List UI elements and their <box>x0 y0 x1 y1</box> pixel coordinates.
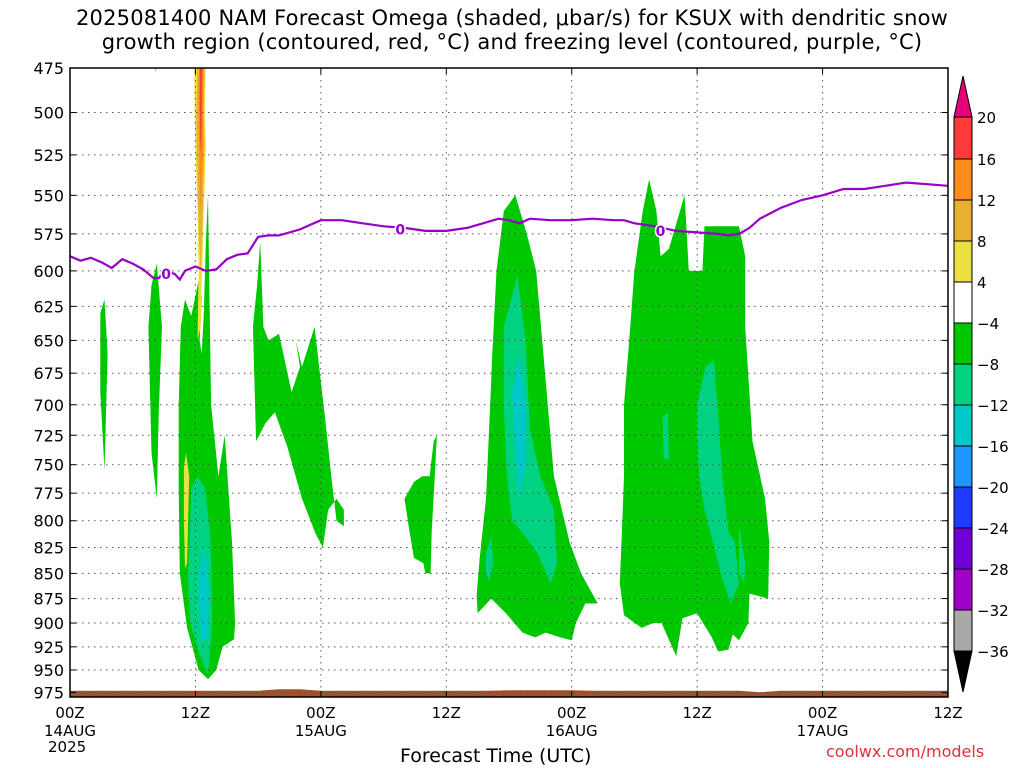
omega-region-1 <box>148 263 162 499</box>
colorbar-segment-5 <box>953 322 973 365</box>
colorbar-top-triangle <box>953 75 973 118</box>
y-tick-label-8: 675 <box>33 364 64 383</box>
colorbar-bottom-triangle <box>953 650 973 693</box>
x-tick-sublabel-4: 16AUG <box>546 722 598 740</box>
omega-region-9 <box>486 536 494 582</box>
colorbar-tick-label-6: −8 <box>977 356 999 374</box>
y-tick-label-9: 700 <box>33 396 64 415</box>
chart-title-line-1: 2025081400 NAM Forecast Omega (shaded, μ… <box>75 6 949 30</box>
colorbar-segment-9 <box>953 486 973 529</box>
colorbar-segment-10 <box>953 527 973 570</box>
plot-area: 0 0 0 475 500 525 550 575 600 625 650 675 700 725 750 7… <box>33 59 962 740</box>
y-tick-label-14: 825 <box>33 538 64 557</box>
omega-region-16 <box>183 453 190 569</box>
colorbar-tick-label-5: −4 <box>977 315 999 333</box>
y-tick-label-15: 850 <box>33 564 64 583</box>
colorbar-tick-label-3: 8 <box>977 233 987 251</box>
omega-region-4 <box>404 435 437 574</box>
x-tick-label-6: 00Z <box>808 704 837 722</box>
x-tick-sublabel-2: 15AUG <box>295 722 347 740</box>
y-tick-label-11: 750 <box>33 456 64 475</box>
colorbar-segment-2 <box>953 199 973 242</box>
omega-region-12 <box>739 526 746 584</box>
colorbar-segment-4 <box>953 281 973 324</box>
y-tick-label-13: 800 <box>33 512 64 531</box>
colorbar-segment-6 <box>953 363 973 406</box>
colorbar-tick-label-2: 12 <box>977 192 996 210</box>
y-tick-label-10: 725 <box>33 426 64 445</box>
colorbar-tick-label-7: −12 <box>977 397 1009 415</box>
freezing-level-line <box>70 181 948 282</box>
colorbar-tick-label-0: 20 <box>977 109 996 127</box>
x-tick-sublabel-6: 17AUG <box>797 722 849 740</box>
omega-region-20 <box>155 68 157 72</box>
freezing-level-label-0: 0 <box>161 267 171 283</box>
colorbar-segment-0 <box>953 116 973 160</box>
y-tick-label-1: 500 <box>33 104 64 123</box>
colorbar: 20 16 12 8 4 −4 −8 −12 −16 −20 −24 −28 −32 −36 <box>953 75 1009 693</box>
chart-title: 2025081400 NAM Forecast Omega (shaded, μ… <box>0 6 1024 54</box>
x-tick-label-3: 12Z <box>432 704 461 722</box>
x-tick-sublabel-0: 14AUG <box>44 722 96 740</box>
chart-title-line-2: growth region (contoured, red, °C) and f… <box>101 30 923 54</box>
x-tick-label-4: 00Z <box>557 704 586 722</box>
colorbar-tick-label-4: 4 <box>977 274 987 292</box>
colorbar-segment-7 <box>953 404 973 447</box>
omega-region-13 <box>512 353 526 499</box>
x-tick-label-2: 00Z <box>306 704 335 722</box>
y-tick-label-12: 775 <box>33 484 64 503</box>
colorbar-segment-11 <box>953 568 973 611</box>
colorbar-segment-12 <box>953 609 973 652</box>
x-axis-title: Forecast Time (UTC) <box>400 745 592 767</box>
credit-link[interactable]: coolwx.com/models <box>826 742 985 761</box>
x-tick-label-5: 12Z <box>682 704 711 722</box>
y-tick-label-3: 550 <box>33 186 64 205</box>
colorbar-tick-label-10: −24 <box>977 520 1009 538</box>
x-tick-label-0: 00Z <box>55 704 84 722</box>
x-tick-label-7: 12Z <box>933 704 962 722</box>
y-tick-label-7: 650 <box>33 331 64 350</box>
x-tick-label-1: 12Z <box>181 704 210 722</box>
colorbar-tick-label-1: 16 <box>977 151 996 169</box>
y-tick-label-19: 950 <box>33 661 64 680</box>
y-tick-label-17: 900 <box>33 614 64 633</box>
y-tick-label-4: 575 <box>33 225 64 244</box>
omega-region-19 <box>199 68 203 155</box>
omega-region-6 <box>619 179 770 657</box>
terrain-strip <box>70 689 948 697</box>
freezing-level-label-2: 0 <box>656 224 666 240</box>
y-tick-label-6: 625 <box>33 297 64 316</box>
y-tick-label-5: 600 <box>33 262 64 281</box>
y-tick-label-2: 525 <box>33 146 64 165</box>
colorbar-tick-label-8: −16 <box>977 438 1009 456</box>
colorbar-tick-label-12: −32 <box>977 602 1009 620</box>
y-tick-label-16: 875 <box>33 590 64 609</box>
colorbar-tick-label-13: −36 <box>977 643 1009 661</box>
y-tick-label-20: 975 <box>33 684 64 703</box>
omega-region-0 <box>100 299 108 471</box>
year-label: 2025 <box>48 738 87 756</box>
omega-region-8 <box>503 275 558 584</box>
plot-frame <box>69 67 949 698</box>
colorbar-segment-3 <box>953 240 973 283</box>
y-tick-label-0: 475 <box>33 59 64 78</box>
y-tick-label-18: 925 <box>33 638 64 657</box>
omega-region-14 <box>198 542 209 643</box>
colorbar-segment-8 <box>953 445 973 488</box>
plot-data-layer: 0 0 0 <box>70 68 948 697</box>
colorbar-tick-label-9: −20 <box>977 479 1009 497</box>
omega-region-11 <box>697 360 739 604</box>
omega-region-3 <box>252 241 344 548</box>
freezing-level-label-1: 0 <box>395 222 405 238</box>
omega-region-5 <box>476 195 598 641</box>
colorbar-segment-1 <box>953 158 973 201</box>
colorbar-tick-label-11: −28 <box>977 561 1009 579</box>
omega-region-10 <box>662 412 669 459</box>
